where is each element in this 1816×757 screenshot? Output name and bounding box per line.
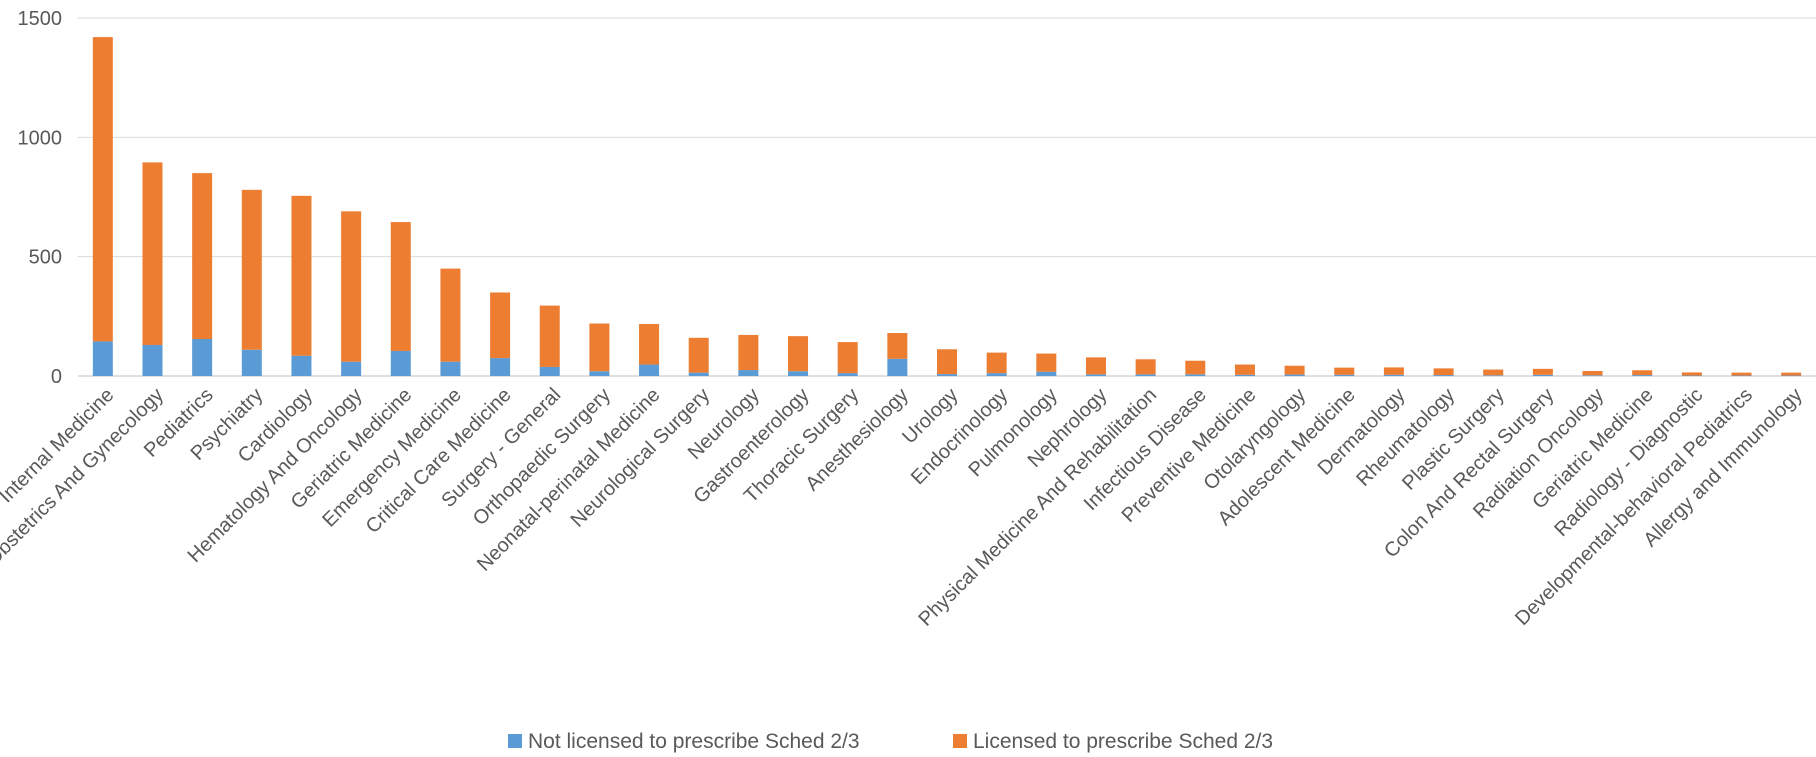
bar-not-licensed <box>589 371 610 376</box>
bar-licensed <box>1135 359 1156 375</box>
bar-licensed <box>341 211 362 362</box>
bar-not-licensed <box>539 366 560 376</box>
bar-not-licensed <box>937 374 957 376</box>
bars <box>92 37 1802 376</box>
bar-not-licensed <box>688 372 709 376</box>
bar-not-licensed <box>738 370 759 376</box>
legend-swatch-licensed <box>953 734 967 748</box>
bar-not-licensed <box>1433 375 1454 376</box>
bar-not-licensed <box>1582 375 1603 376</box>
bar-licensed <box>192 173 213 340</box>
bar-not-licensed <box>837 373 858 376</box>
bar-not-licensed <box>341 361 362 376</box>
bar-not-licensed <box>1284 374 1305 376</box>
bar-licensed <box>1632 370 1653 376</box>
bar-licensed <box>738 334 759 371</box>
bar-not-licensed <box>1185 374 1206 376</box>
bar-licensed <box>937 349 957 375</box>
legend: Not licensed to prescribe Sched 2/3 Lice… <box>508 730 1273 753</box>
bar-not-licensed <box>1334 374 1355 376</box>
bar-not-licensed <box>1085 374 1106 376</box>
bar-not-licensed <box>788 371 809 376</box>
bar-not-licensed <box>490 358 511 376</box>
gridlines <box>78 17 1816 377</box>
bar-not-licensed <box>639 364 660 376</box>
bar-licensed <box>1334 367 1355 375</box>
y-tick-label: 500 <box>29 247 62 269</box>
bar-licensed <box>788 336 809 372</box>
bar-licensed <box>1085 357 1106 375</box>
bar-licensed <box>1681 372 1702 376</box>
bar-not-licensed <box>1135 374 1156 376</box>
bar-licensed <box>589 323 610 372</box>
bar-not-licensed <box>1532 374 1553 376</box>
bar-not-licensed <box>241 349 262 376</box>
bar-licensed <box>688 337 709 373</box>
bar-licensed <box>1532 368 1553 375</box>
bar-not-licensed <box>1234 374 1255 376</box>
bar-licensed <box>887 333 908 359</box>
bar-not-licensed <box>1632 375 1653 376</box>
bar-licensed <box>1731 372 1752 376</box>
legend-swatch-not-licensed <box>508 734 522 748</box>
bar-licensed <box>1433 368 1454 376</box>
bar-licensed <box>1781 372 1802 376</box>
bar-licensed <box>440 268 461 362</box>
bar-licensed <box>837 342 858 374</box>
bar-licensed <box>390 222 411 351</box>
bar-not-licensed <box>440 361 461 376</box>
legend-label-licensed: Licensed to prescribe Sched 2/3 <box>973 730 1273 753</box>
y-axis-ticks: 0 500 1000 1500 <box>18 8 63 388</box>
bar-licensed <box>986 352 1007 374</box>
bar-not-licensed <box>1036 371 1057 376</box>
bar-licensed <box>142 162 163 345</box>
bar-licensed <box>1036 353 1057 372</box>
bar-licensed <box>291 195 312 356</box>
bar-licensed <box>1383 367 1404 375</box>
bar-not-licensed <box>390 350 411 376</box>
bar-licensed <box>1185 360 1206 375</box>
bar-not-licensed <box>887 358 908 376</box>
bar-licensed <box>639 323 660 365</box>
y-tick-label: 0 <box>51 366 62 388</box>
y-tick-label: 1000 <box>18 127 63 149</box>
bar-licensed <box>1483 369 1504 376</box>
legend-label-not-licensed: Not licensed to prescribe Sched 2/3 <box>528 730 860 753</box>
bar-licensed <box>539 305 560 367</box>
bar-not-licensed <box>142 344 163 376</box>
bar-not-licensed <box>192 339 213 376</box>
bar-licensed <box>92 37 113 342</box>
bar-licensed <box>1234 364 1255 375</box>
bar-licensed <box>1284 365 1305 375</box>
bar-licensed <box>490 292 511 359</box>
y-tick-label: 1500 <box>18 8 63 30</box>
bar-licensed <box>1582 370 1603 376</box>
bar-not-licensed <box>92 341 113 376</box>
bar-not-licensed <box>291 355 312 376</box>
bar-licensed <box>241 189 262 350</box>
bar-not-licensed <box>1483 375 1504 376</box>
bar-not-licensed <box>1383 374 1404 376</box>
bar-not-licensed <box>986 373 1007 376</box>
